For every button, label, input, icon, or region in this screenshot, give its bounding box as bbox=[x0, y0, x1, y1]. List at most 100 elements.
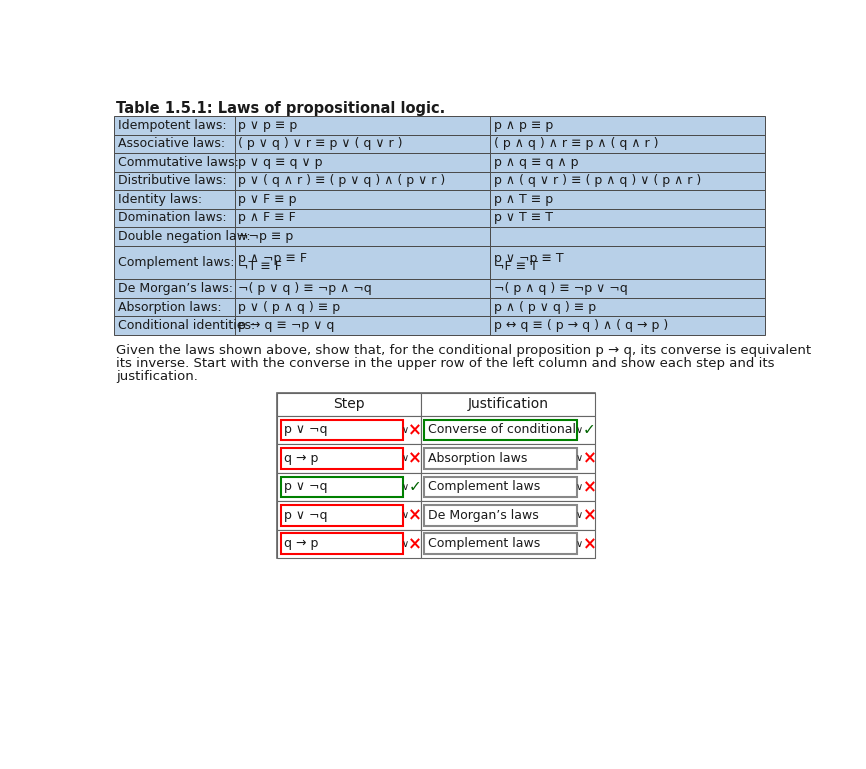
Text: ×: × bbox=[583, 535, 597, 553]
Text: Associative laws:: Associative laws: bbox=[119, 138, 225, 151]
FancyBboxPatch shape bbox=[424, 477, 577, 498]
Text: Distributive laws:: Distributive laws: bbox=[119, 175, 227, 188]
FancyBboxPatch shape bbox=[281, 448, 403, 469]
FancyBboxPatch shape bbox=[235, 208, 490, 227]
Text: p ∧ F ≡ F: p ∧ F ≡ F bbox=[238, 211, 296, 225]
FancyBboxPatch shape bbox=[490, 116, 766, 135]
FancyBboxPatch shape bbox=[114, 227, 235, 245]
Text: Complement laws: Complement laws bbox=[428, 538, 540, 551]
FancyBboxPatch shape bbox=[424, 534, 577, 554]
Text: ×: × bbox=[583, 449, 597, 468]
FancyBboxPatch shape bbox=[114, 245, 235, 279]
Text: q → p: q → p bbox=[284, 538, 319, 551]
Text: p ∨ ¬p ≡ T: p ∨ ¬p ≡ T bbox=[494, 251, 564, 265]
Text: p ∧ T ≡ p: p ∧ T ≡ p bbox=[494, 193, 553, 206]
FancyBboxPatch shape bbox=[421, 393, 595, 416]
FancyBboxPatch shape bbox=[235, 153, 490, 171]
FancyBboxPatch shape bbox=[277, 393, 421, 416]
FancyBboxPatch shape bbox=[277, 416, 421, 444]
Text: p ∧ ( q ∨ r ) ≡ ( p ∧ q ) ∨ ( p ∧ r ): p ∧ ( q ∨ r ) ≡ ( p ∧ q ) ∨ ( p ∧ r ) bbox=[494, 175, 701, 188]
Text: Domination laws:: Domination laws: bbox=[119, 211, 227, 225]
FancyBboxPatch shape bbox=[424, 448, 577, 469]
Text: p ∨ ( q ∧ r ) ≡ ( p ∨ q ) ∧ ( p ∨ r ): p ∨ ( q ∧ r ) ≡ ( p ∨ q ) ∧ ( p ∨ r ) bbox=[238, 175, 446, 188]
FancyBboxPatch shape bbox=[424, 505, 577, 526]
FancyBboxPatch shape bbox=[490, 190, 766, 208]
Text: p ∨ q ≡ q ∨ p: p ∨ q ≡ q ∨ p bbox=[238, 156, 323, 169]
Text: ∨: ∨ bbox=[402, 482, 409, 492]
Text: ∨: ∨ bbox=[402, 425, 409, 435]
Text: Complement laws: Complement laws bbox=[428, 481, 540, 494]
FancyBboxPatch shape bbox=[490, 135, 766, 153]
FancyBboxPatch shape bbox=[277, 393, 595, 558]
Text: Justification: Justification bbox=[468, 397, 548, 411]
Text: p → q ≡ ¬p ∨ q: p → q ≡ ¬p ∨ q bbox=[238, 319, 335, 332]
Text: Conditional identities:: Conditional identities: bbox=[119, 319, 255, 332]
FancyBboxPatch shape bbox=[490, 153, 766, 171]
Text: Step: Step bbox=[333, 397, 365, 411]
Text: ¬( p ∧ q ) ≡ ¬p ∨ ¬q: ¬( p ∧ q ) ≡ ¬p ∨ ¬q bbox=[494, 282, 628, 295]
FancyBboxPatch shape bbox=[277, 444, 421, 473]
Text: p ∨ p ≡ p: p ∨ p ≡ p bbox=[238, 119, 298, 132]
Text: ¬F ≡ T: ¬F ≡ T bbox=[494, 260, 538, 273]
FancyBboxPatch shape bbox=[114, 116, 235, 135]
Text: Absorption laws:: Absorption laws: bbox=[119, 301, 222, 314]
FancyBboxPatch shape bbox=[281, 420, 403, 441]
FancyBboxPatch shape bbox=[424, 420, 577, 441]
Text: ¬T ≡ F: ¬T ≡ F bbox=[238, 260, 282, 273]
Text: ∨: ∨ bbox=[576, 454, 583, 464]
FancyBboxPatch shape bbox=[421, 444, 595, 473]
Text: De Morgan’s laws:: De Morgan’s laws: bbox=[119, 282, 233, 295]
Text: Absorption laws: Absorption laws bbox=[428, 452, 527, 465]
Text: Complement laws:: Complement laws: bbox=[119, 256, 235, 269]
Text: ∨: ∨ bbox=[576, 511, 583, 521]
FancyBboxPatch shape bbox=[421, 473, 595, 501]
Text: p ∧ p ≡ p: p ∧ p ≡ p bbox=[494, 119, 553, 132]
Text: p ∨ ( p ∧ q ) ≡ p: p ∨ ( p ∧ q ) ≡ p bbox=[238, 301, 340, 314]
Text: p ↔ q ≡ ( p → q ) ∧ ( q → p ): p ↔ q ≡ ( p → q ) ∧ ( q → p ) bbox=[494, 319, 669, 332]
Text: Identity laws:: Identity laws: bbox=[119, 193, 203, 206]
FancyBboxPatch shape bbox=[490, 227, 766, 245]
Text: p ∨ F ≡ p: p ∨ F ≡ p bbox=[238, 193, 297, 206]
Text: p ∧ q ≡ q ∧ p: p ∧ q ≡ q ∧ p bbox=[494, 156, 578, 169]
Text: p ∨ ¬q: p ∨ ¬q bbox=[284, 424, 327, 437]
Text: q → p: q → p bbox=[284, 452, 319, 465]
Text: ×: × bbox=[408, 507, 422, 524]
FancyBboxPatch shape bbox=[235, 316, 490, 335]
Text: ¬( p ∨ q ) ≡ ¬p ∧ ¬q: ¬( p ∨ q ) ≡ ¬p ∧ ¬q bbox=[238, 282, 372, 295]
Text: Given the laws shown above, show that, for the conditional proposition p → q, it: Given the laws shown above, show that, f… bbox=[116, 344, 811, 357]
Text: ∨: ∨ bbox=[576, 539, 583, 549]
Text: ¬¬p ≡ p: ¬¬p ≡ p bbox=[238, 230, 294, 243]
FancyBboxPatch shape bbox=[235, 279, 490, 298]
FancyBboxPatch shape bbox=[421, 530, 595, 558]
Text: ∨: ∨ bbox=[402, 539, 409, 549]
FancyBboxPatch shape bbox=[114, 208, 235, 227]
Text: ∨: ∨ bbox=[576, 482, 583, 492]
Text: Converse of conditional: Converse of conditional bbox=[428, 424, 576, 437]
FancyBboxPatch shape bbox=[490, 298, 766, 316]
FancyBboxPatch shape bbox=[114, 135, 235, 153]
FancyBboxPatch shape bbox=[114, 171, 235, 190]
Text: ✓: ✓ bbox=[583, 422, 596, 438]
Text: ×: × bbox=[583, 507, 597, 524]
Text: ×: × bbox=[408, 449, 422, 468]
Text: Idempotent laws:: Idempotent laws: bbox=[119, 119, 227, 132]
FancyBboxPatch shape bbox=[281, 477, 403, 498]
Text: ×: × bbox=[408, 535, 422, 553]
FancyBboxPatch shape bbox=[235, 135, 490, 153]
FancyBboxPatch shape bbox=[490, 316, 766, 335]
FancyBboxPatch shape bbox=[235, 171, 490, 190]
FancyBboxPatch shape bbox=[490, 171, 766, 190]
Text: ∨: ∨ bbox=[402, 454, 409, 464]
Text: ∨: ∨ bbox=[576, 425, 583, 435]
FancyBboxPatch shape bbox=[281, 505, 403, 526]
FancyBboxPatch shape bbox=[277, 473, 421, 501]
FancyBboxPatch shape bbox=[281, 534, 403, 554]
Text: ✓: ✓ bbox=[409, 479, 422, 494]
FancyBboxPatch shape bbox=[490, 279, 766, 298]
Text: p ∨ ¬q: p ∨ ¬q bbox=[284, 509, 327, 522]
FancyBboxPatch shape bbox=[277, 530, 421, 558]
FancyBboxPatch shape bbox=[114, 298, 235, 316]
FancyBboxPatch shape bbox=[235, 298, 490, 316]
Text: ×: × bbox=[583, 478, 597, 496]
FancyBboxPatch shape bbox=[490, 208, 766, 227]
